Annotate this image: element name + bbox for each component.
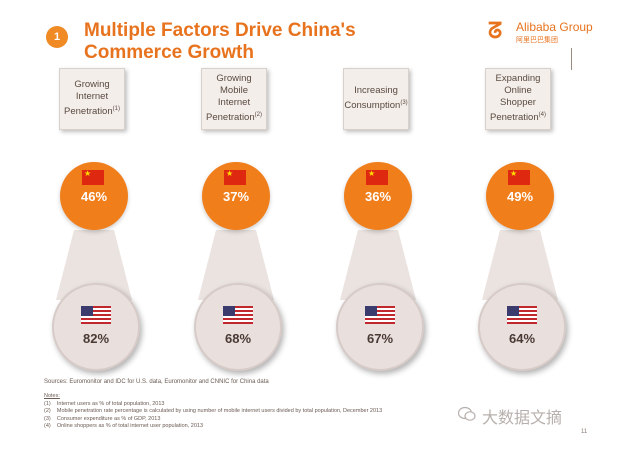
logo-divider [571,48,572,70]
slide-number-badge: 1 [46,26,68,48]
factor-note-ref: (2) [254,112,262,119]
factor-note-ref: (1) [112,106,120,113]
china-value-circle: ★ 46% [60,162,128,230]
note-number: (2) [44,408,51,414]
china-flag-icon: ★ [82,170,104,185]
factor-note-ref: (3) [400,100,408,107]
comparison-cone [482,230,558,300]
factor-label: Growing Mobile Internet Penetration [206,73,255,124]
notes-section: Notes: (1) Internet users as % of total … [44,393,382,431]
us-value: 68% [224,331,252,346]
us-value: 67% [366,331,394,346]
note-item: (2) Mobile penetration rate percentage i… [44,408,382,416]
factor-box: Growing Mobile Internet Penetration(2) [201,68,267,130]
factor-box: Expanding Online Shopper Penetration(4) [485,68,551,130]
watermark-text: 大数据文摘 [482,410,563,427]
china-value: 36% [364,189,392,204]
factor-column: Increasing Consumption(3) ★ 36% 67% [336,0,476,451]
notes-title: Notes: [44,393,60,399]
factor-column: Growing Mobile Internet Penetration(2) ★… [194,0,334,451]
note-text: Consumer expenditure as % of GDP, 2013 [56,415,161,422]
factor-box: Growing Internet Penetration(1) [59,68,125,130]
china-flag-icon: ★ [508,170,530,185]
china-value: 37% [222,189,250,204]
note-number: (1) [44,400,51,407]
china-value: 49% [506,189,534,204]
alibaba-logo-icon: ᘔ [488,18,503,43]
china-flag-icon: ★ [224,170,246,185]
note-number: (4) [44,423,51,429]
note-item: (1) Internet users as % of total populat… [44,401,382,409]
factor-column: Expanding Online Shopper Penetration(4) … [478,0,618,451]
us-value: 82% [82,331,110,346]
note-item: (4) Online shoppers as % of total intern… [44,423,382,431]
note-item: (3) Consumer expenditure as % of GDP, 20… [44,416,382,424]
comparison-cone [198,230,274,300]
watermark: 大数据文摘 [458,404,598,427]
note-text: Mobile penetration rate percentage is ca… [56,408,383,414]
wechat-icon [458,406,476,421]
us-value-circle: 82% [52,283,140,371]
comparison-cone [340,230,416,300]
logo-name: Alibaba Group [516,20,593,34]
us-flag-icon [365,306,395,324]
us-value-circle: 68% [194,283,282,371]
china-value-circle: ★ 49% [486,162,554,230]
factor-label: Growing Internet Penetration [64,79,113,118]
us-flag-icon [81,306,111,324]
comparison-cone [56,230,132,300]
logo-subtitle: 阿里巴巴集团 [516,37,558,44]
factor-label: Expanding Online Shopper Penetration [490,73,541,124]
factor-note-ref: (4) [538,112,546,119]
factor-column: Growing Internet Penetration(1) ★ 46% 82… [52,0,192,451]
china-flag-icon: ★ [366,170,388,185]
us-value: 64% [508,331,536,346]
us-flag-icon [507,306,537,324]
note-text: Online shoppers as % of total internet u… [56,423,204,429]
us-value-circle: 64% [478,283,566,371]
alibaba-logo: ᘔ Alibaba Group 阿里巴巴集团 [488,18,598,48]
page-number: 11 [581,429,588,435]
us-flag-icon [223,306,253,324]
china-value-circle: ★ 37% [202,162,270,230]
china-value: 46% [80,189,108,204]
note-number: (3) [44,415,51,422]
china-value-circle: ★ 36% [344,162,412,230]
factor-box: Increasing Consumption(3) [343,68,409,130]
factor-label: Increasing Consumption [344,85,401,112]
sources-text: Sources: Euromonitor and IDC for U.S. da… [44,379,269,385]
note-text: Internet users as % of total population,… [56,400,165,407]
slide-title: Multiple Factors Drive China's Commerce … [84,20,356,63]
us-value-circle: 67% [336,283,424,371]
